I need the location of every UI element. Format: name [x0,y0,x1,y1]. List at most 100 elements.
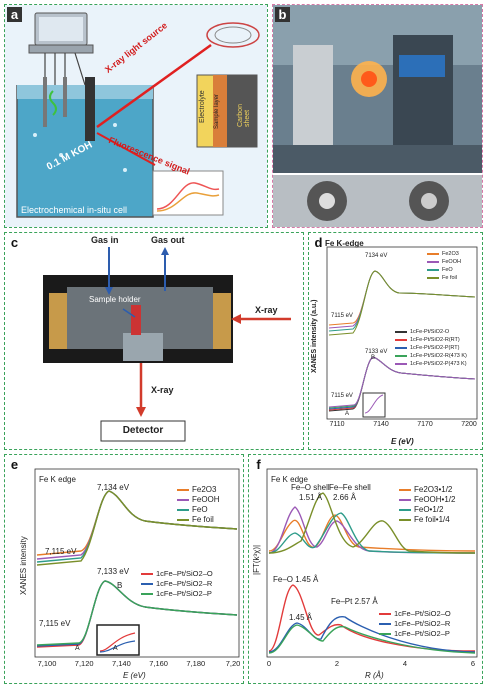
panel-d-top-legend-label: FeO [442,267,453,273]
annotation: Fe–Pt 2.57 Å [331,597,378,606]
panel-d-bottom-legend-label: 1cFe-Pt/SiO2-P(RT) [410,345,460,351]
annotation: 7,115 eV [45,547,77,556]
annotation: 7115 eV [331,393,353,399]
stack-label-2: Carbon sheet [237,104,251,127]
panel-d-bottom-legend-swatch [395,363,407,365]
annotation: Fe–O shell [291,483,330,492]
panel-d-label: d [314,235,323,250]
panel-a: a X-ray light source Fluorescence signal… [4,4,268,228]
annotation: 2.66 Å [333,493,357,502]
panel-e-title: Fe K edge [39,475,76,484]
panel-d-top-legend-label: FeOOH [442,259,461,265]
xray-out-label: X-ray [151,385,174,395]
detector-label: Detector [122,425,164,436]
panel-e-bottom-legend-label: 1cFe–Pt/SiO2–O [156,569,213,578]
panel-d-xtick-label: 7140 [373,421,389,428]
panel-e-xlabel: E (eV) [123,671,146,680]
panel-f-bottom-legend-swatch [379,622,391,625]
panel-d-top-legend-label: Fe foil [442,275,457,281]
panel-f-top-legend-swatch [399,488,411,491]
annotation: A [75,645,80,652]
annotation: 7,134 eV [97,483,130,492]
annotation: 7115 eV [331,313,353,319]
annotation: 7134 eV [365,253,388,259]
panel-f-top-legend-label: FeOOH•1/2 [414,495,456,504]
panel-e-xtick-label: 7,120 [74,659,94,668]
panel-e-bottom-legend-item: 1cFe–Pt/SiO2–P [141,589,212,598]
panel-e-top-legend-swatch [177,518,189,521]
panel-f-title: Fe K edge [271,475,308,484]
panel-d-top-legend-item: Fe foil [427,275,457,281]
panel-f-bottom-legend-swatch [379,612,391,615]
panel-f-top-legend-item: FeO•1/2 [399,505,443,514]
panel-f-top-legend-item: Fe foil•1/4 [399,515,450,524]
cell-photo [43,247,291,442]
panel-d-bottom-legend-swatch [395,339,407,341]
panel-d-bottom-legend-label: 1cFe-Pt/SiO2-O [410,329,450,335]
panel-f-bottom-legend-label: 1cFe–Pt/SiO2–O [394,609,451,618]
panel-e-xtick-label: 7,20 [225,659,241,668]
panel-e-bottom-legend-swatch [141,592,153,595]
annotation: 1.45 Å [289,613,313,622]
panel-f-bottom-legend-swatch [379,632,391,635]
panel-e-top-legend-label: Fe2O3 [192,485,217,494]
panel-e-bottom-legend-item: 1cFe–Pt/SiO2–R [141,579,212,588]
electrochemical-cell [16,85,154,218]
panel-f-top-legend-label: FeO•1/2 [414,505,444,514]
panel-e-xtick-label: 7,140 [112,659,131,668]
panel-a-illustration [5,5,267,227]
panel-d-top-legend-swatch [427,269,439,271]
panel-d-xtick-label: 7110 [329,421,345,428]
panel-b-label: b [275,7,290,22]
inset-line [364,394,384,414]
panel-d-bottom-legend-item: 1cFe-Pt/SiO2-R(473 K) [395,353,467,359]
panel-f-xtick-label: 6 [470,659,476,668]
panel-e-bottom-legend-item: 1cFe–Pt/SiO2–O [141,569,213,578]
panel-a-label: a [7,7,22,22]
panel-e-bottom-legend-swatch [141,572,153,575]
panel-d-bottom-legend-item: 1cFe-Pt/SiO2-P(RT) [395,345,459,351]
panel-f-bottom-legend-label: 1cFe–Pt/SiO2–P [394,629,450,638]
panel-f-xtick-label: 4 [402,659,408,668]
annotation: A [345,411,350,417]
annotation: Fe–O 1.45 Å [273,575,319,584]
panel-d-xlabel: E (eV) [391,437,414,446]
sample-spectrum-line [36,580,238,646]
panel-d-bottom-legend-item: 1cFe-Pt/SiO2-P(473 K) [395,361,467,367]
panel-d-plot [326,246,478,420]
detector-box [100,420,186,442]
annotation: B [117,581,123,590]
panel-f-top-legend-item: FeOOH•1/2 [399,495,455,504]
panel-d-top-legend-swatch [427,277,439,279]
panel-f-top-legend-label: Fe2O3•1/2 [414,485,453,494]
sample-ft-line [268,616,476,653]
sample-spectrum-line [328,356,476,408]
panel-d-top-legend-swatch [427,253,439,255]
panel-e-top-legend-swatch [177,488,189,491]
panel-d-top-legend-swatch [427,261,439,263]
beamline-photo [273,5,482,227]
reference-ft-line [268,506,476,554]
panel-d-top-legend-item: FeO [427,267,453,273]
reference-ft-line [268,492,476,554]
panel-f-bottom-legend-item: 1cFe–Pt/SiO2–P [379,629,450,638]
gas-in-label: Gas in [91,235,119,245]
panel-d-title: Fe K-edge [325,239,364,248]
reference-ft-line [268,512,476,554]
panel-e-ylabel: XANES intensity [19,536,28,595]
panel-e-top-legend-item: Fe2O3 [177,485,216,494]
sample-ft-line [268,624,476,654]
panel-e-top-legend-label: FeO [192,505,208,514]
panel-f-bottom-legend-item: 1cFe–Pt/SiO2–O [379,609,451,618]
panel-d-bottom-legend-label: 1cFe-Pt/SiO2-R(473 K) [410,353,467,359]
panel-e-bottom-legend-label: 1cFe–Pt/SiO2–P [156,589,212,598]
panel-d-bottom-legend-swatch [395,355,407,357]
panel-e-label: e [10,457,19,472]
cell-label: Electrochemical in-situ cell [21,205,128,215]
panel-d: d Fe K-edge XANES intensity (a.u.) E (eV… [308,232,483,450]
panel-e-top-legend-item: Fe foil [177,515,214,524]
panel-d-bottom-legend-item: 1cFe-Pt/SiO2-R(RT) [395,337,460,343]
stack-label-1: Sample layer [214,93,220,129]
annotation: Fe–Fe shell [329,483,371,492]
panel-d-bottom-legend-item: 1cFe-Pt/SiO2-O [395,329,449,335]
